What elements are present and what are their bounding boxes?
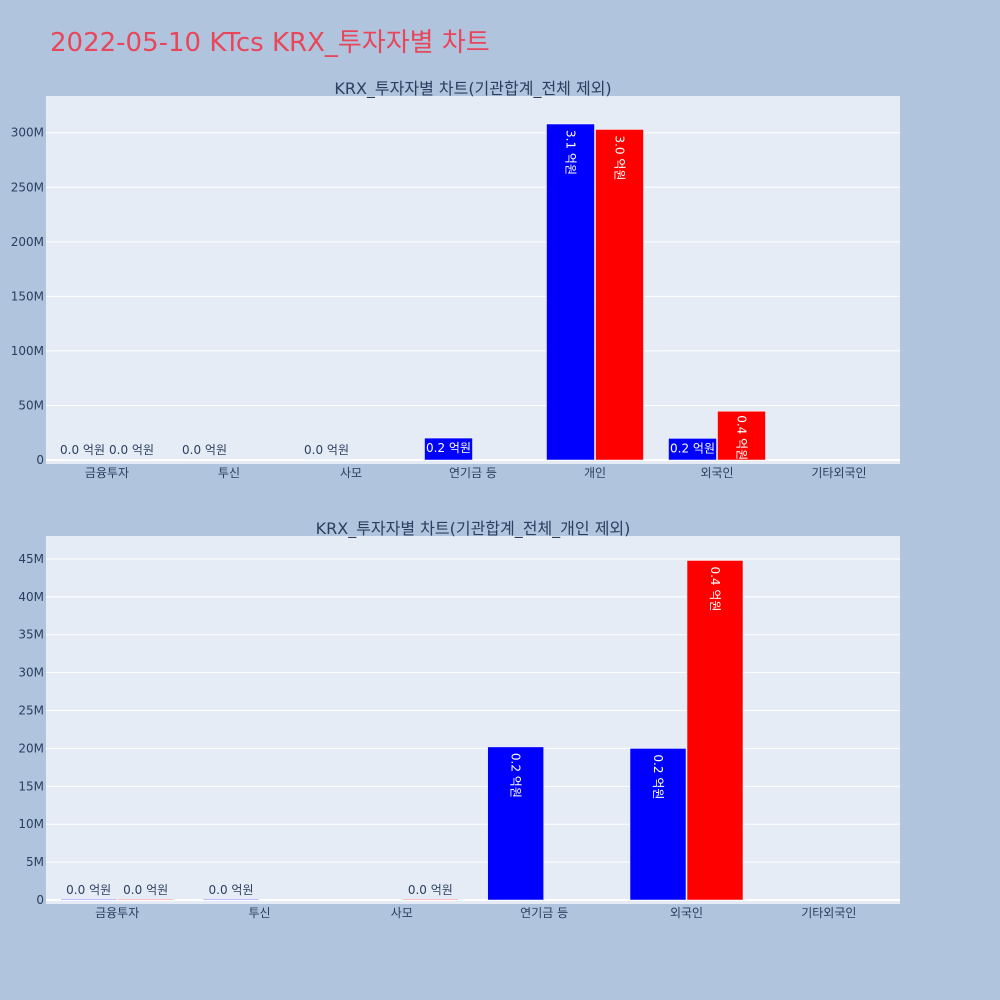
- chart-title: KRX_투자자별 차트(기관합계_전체 제외): [334, 79, 611, 99]
- x-tick-label: 금융투자: [85, 466, 129, 480]
- x-tick-label: 금융투자: [95, 906, 139, 920]
- plot-area: [46, 536, 900, 904]
- series-2: 0.0 억원 0.0 억원 0.4 억원: [117, 560, 744, 901]
- bar: [668, 438, 717, 461]
- bar: [424, 437, 473, 461]
- bar: [629, 748, 687, 901]
- y-tick-label: 50M: [18, 398, 44, 412]
- page-title: 2022-05-10 KTcs KRX_투자자별 차트: [50, 28, 490, 58]
- data-label: 0.0 억원: [109, 443, 154, 457]
- x-tick-label: 기타외국인: [801, 906, 856, 920]
- chart-2: KRX_투자자별 차트(기관합계_전체_개인 제외) 0 5M 10M 15M 20M 25…: [18, 519, 900, 920]
- data-label: 0.0 억원: [408, 883, 453, 897]
- data-label: 0.0 억원: [60, 443, 105, 457]
- y-tick-label: 30M: [18, 666, 44, 680]
- data-label: 0.2 억원: [651, 754, 665, 799]
- x-tick-label: 투신: [218, 466, 240, 480]
- data-label: 3.0 억원: [613, 135, 627, 180]
- x-tick-label: 연기금 등: [449, 466, 497, 480]
- y-tick-label: 0: [36, 893, 44, 907]
- bar: [487, 746, 544, 901]
- data-label: 0.2 억원: [509, 753, 523, 798]
- x-tick-label: 사모: [340, 466, 362, 480]
- bar: [402, 898, 459, 901]
- y-tick-label: 200M: [11, 235, 44, 249]
- x-tick-label: 외국인: [700, 466, 733, 480]
- data-label: 0.2 억원: [670, 441, 715, 455]
- bar: [60, 898, 117, 901]
- data-label: 0.0 억원: [304, 443, 349, 457]
- data-label: 0.0 억원: [209, 883, 254, 897]
- data-label: 0.4 억원: [708, 566, 722, 611]
- x-tick-label: 기타외국인: [811, 466, 866, 480]
- chart-1: KRX_투자자별 차트(기관합계_전체 제외) 0 50M 100M 150M 200M 2…: [11, 79, 900, 480]
- series-2: 0.0 억원 3.0 억원 0.4 억원: [107, 129, 766, 461]
- data-label: 0.0 억원: [66, 883, 111, 897]
- y-tick-label: 15M: [18, 779, 44, 793]
- bar: [546, 123, 595, 461]
- series-1: 0.0 억원 0.0 억원 0.0 억원 0.2 억원 3.1 억원 0.2 억원: [58, 123, 717, 461]
- y-tick-label: 300M: [11, 126, 44, 140]
- chart-title: KRX_투자자별 차트(기관합계_전체_개인 제외): [316, 519, 631, 539]
- data-label: 0.2 억원: [426, 441, 471, 455]
- x-tick-label: 연기금 등: [520, 906, 568, 920]
- plot-area: [46, 96, 900, 464]
- x-tick-label: 외국인: [670, 906, 703, 920]
- y-tick-label: 0: [36, 453, 44, 467]
- bar: [202, 898, 260, 901]
- bar: [595, 129, 644, 461]
- data-label: 3.1 억원: [564, 130, 578, 175]
- data-label: 0.0 억원: [182, 443, 227, 457]
- y-tick-label: 250M: [11, 180, 44, 194]
- y-tick-label: 5M: [26, 855, 44, 869]
- bar: [717, 410, 766, 461]
- y-tick-label: 20M: [18, 741, 44, 755]
- y-tick-label: 100M: [11, 344, 44, 358]
- x-tick-label: 사모: [391, 906, 413, 920]
- x-tick-label: 투신: [248, 906, 270, 920]
- data-label: 0.0 억원: [123, 883, 168, 897]
- y-tick-label: 10M: [18, 817, 44, 831]
- series-1: 0.0 억원 0.0 억원 0.2 억원 0.2 억원: [60, 746, 687, 901]
- bar: [686, 560, 744, 901]
- y-tick-label: 40M: [18, 590, 44, 604]
- x-tick-label: 개인: [584, 466, 606, 480]
- y-tick-label: 150M: [11, 289, 44, 303]
- y-tick-label: 25M: [18, 704, 44, 718]
- y-tick-label: 35M: [18, 628, 44, 642]
- y-tick-label: 45M: [18, 552, 44, 566]
- data-label: 0.4 억원: [735, 415, 749, 460]
- bar: [117, 898, 174, 901]
